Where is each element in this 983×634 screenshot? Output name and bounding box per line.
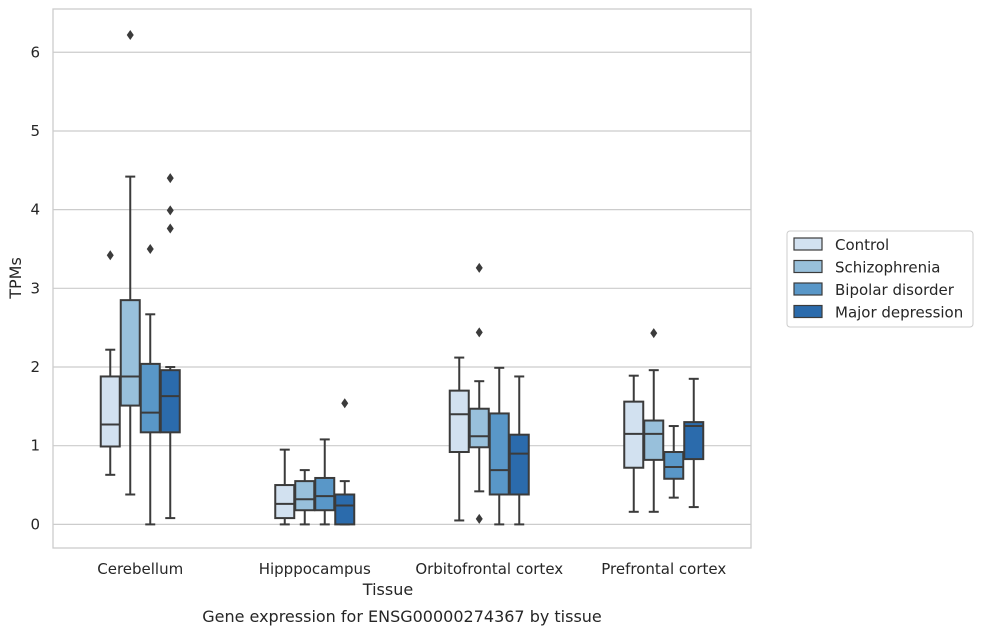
outlier-point bbox=[146, 243, 154, 254]
legend-swatch bbox=[793, 304, 823, 319]
outlier-point bbox=[475, 262, 483, 273]
outlier-point bbox=[166, 223, 174, 234]
outlier-point bbox=[341, 398, 349, 409]
box-body bbox=[294, 480, 316, 512]
y-tick-label: 5 bbox=[30, 122, 40, 140]
box-major-depression bbox=[508, 375, 530, 526]
box-schizophrenia bbox=[119, 29, 141, 496]
x-tick-label: Cerebellum bbox=[97, 560, 183, 578]
box-body bbox=[663, 451, 685, 480]
box-bipolar-disorder bbox=[139, 243, 161, 526]
box-bipolar-disorder bbox=[488, 366, 510, 526]
y-tick-label: 3 bbox=[30, 279, 40, 297]
legend-swatch bbox=[793, 259, 823, 274]
box-body bbox=[448, 389, 470, 454]
y-tick-labels: 0 1 2 3 4 5 6 bbox=[30, 43, 40, 533]
box-body bbox=[159, 369, 181, 434]
outlier-point bbox=[166, 205, 174, 216]
outlier-point bbox=[166, 173, 174, 184]
box-body bbox=[643, 419, 665, 461]
box-body bbox=[508, 433, 530, 496]
box-control bbox=[99, 250, 121, 476]
outlier-point bbox=[475, 327, 483, 338]
y-tick-label: 0 bbox=[30, 515, 40, 533]
x-axis-label: Tissue bbox=[362, 580, 413, 599]
x-tick-labels: Cerebellum Hipppocampus Orbitofrontal cort… bbox=[97, 560, 726, 578]
box-body bbox=[314, 476, 336, 512]
box-bipolar-disorder bbox=[663, 425, 685, 499]
legend-label: Bipolar disorder bbox=[835, 281, 955, 299]
x-tick-label: Prefrontal cortex bbox=[601, 560, 726, 578]
box-control bbox=[448, 356, 470, 522]
y-tick-label: 4 bbox=[30, 201, 40, 219]
box-body bbox=[468, 407, 490, 449]
box-major-depression bbox=[159, 173, 181, 520]
box-body bbox=[274, 484, 296, 520]
legend-frame bbox=[786, 230, 974, 328]
y-tick-label: 6 bbox=[30, 43, 40, 61]
box-major-depression bbox=[683, 377, 705, 509]
outlier-point bbox=[650, 328, 658, 339]
x-tick-label: Orbitofrontal cortex bbox=[415, 560, 563, 578]
plot-frame bbox=[52, 8, 752, 549]
box-schizophrenia bbox=[643, 328, 665, 513]
box-body bbox=[139, 362, 161, 434]
legend: Control Schizophrenia Bipolar disorder Majo… bbox=[786, 230, 974, 328]
box-bipolar-disorder bbox=[314, 438, 336, 526]
y-tick-label: 1 bbox=[30, 437, 40, 455]
x-tick-label: Hipppocampus bbox=[259, 560, 371, 578]
box-control bbox=[623, 374, 645, 513]
legend-label: Control bbox=[835, 236, 889, 254]
box-control bbox=[274, 448, 296, 526]
box-body bbox=[488, 412, 510, 496]
legend-label: Schizophrenia bbox=[835, 259, 940, 277]
chart-caption: Gene expression for ENSG00000274367 by t… bbox=[202, 607, 602, 626]
legend-swatch bbox=[793, 237, 823, 251]
outlier-point bbox=[126, 29, 134, 40]
boxes bbox=[99, 29, 705, 526]
box-body bbox=[119, 299, 141, 407]
box-body bbox=[99, 375, 121, 448]
box-body bbox=[334, 493, 356, 526]
box-schizophrenia bbox=[294, 469, 316, 526]
outlier-point bbox=[475, 513, 483, 524]
outlier-point bbox=[106, 250, 114, 261]
box-schizophrenia bbox=[468, 262, 490, 524]
y-tick-label: 2 bbox=[30, 358, 40, 376]
legend-swatch bbox=[793, 282, 823, 296]
y-axis-label: TPMs bbox=[6, 257, 25, 300]
box-major-depression bbox=[334, 398, 356, 526]
legend-label: Major depression bbox=[835, 304, 963, 322]
box-body bbox=[683, 421, 705, 461]
